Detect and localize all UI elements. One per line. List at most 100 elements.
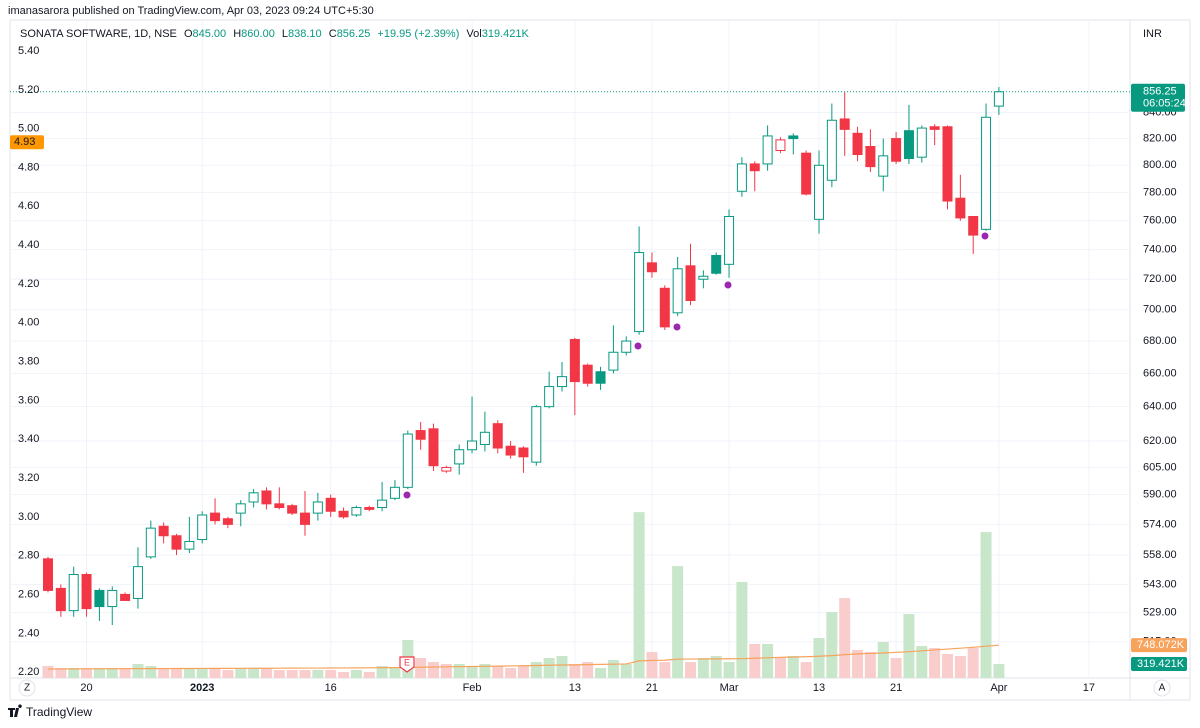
- volume-bar: [582, 662, 594, 678]
- candle-body: [698, 275, 709, 280]
- volume-bar: [363, 671, 375, 678]
- candle-body: [646, 262, 657, 273]
- volume-bar: [299, 670, 311, 678]
- x-tick-label: Mar: [720, 682, 739, 694]
- volume-bar: [453, 664, 465, 678]
- volume-bar: [505, 667, 517, 678]
- legend-key: C: [329, 28, 337, 40]
- auto-button[interactable]: [1153, 679, 1171, 697]
- candle-body: [788, 135, 799, 140]
- y2-tick-label: 3.80: [18, 356, 39, 368]
- volume-bar: [196, 667, 208, 678]
- volume-bar: [942, 654, 953, 678]
- candle-body: [659, 287, 670, 328]
- candle-body: [775, 139, 786, 152]
- y-tick-label: 800.00: [1143, 159, 1177, 171]
- volume-bar: [967, 648, 979, 678]
- y2-tick-label: 5.20: [18, 84, 39, 96]
- x-tick-label: 21: [890, 682, 902, 694]
- scale-button[interactable]: [18, 679, 36, 697]
- x-tick-label: 13: [813, 682, 825, 694]
- y2-tick-label: 4.20: [18, 278, 39, 290]
- y-tick-label: 529.00: [1143, 607, 1177, 619]
- y2-marker-box: [10, 135, 44, 150]
- y2-tick-label: 2.80: [18, 550, 39, 562]
- y2-tick-label: 2.20: [18, 666, 39, 678]
- earnings-marker[interactable]: E: [399, 656, 415, 673]
- signal-dots: [403, 232, 989, 499]
- volume-bar: [55, 667, 67, 678]
- volume-label: 748.072K: [1137, 639, 1185, 651]
- candle-body: [325, 497, 336, 512]
- scale-button-label[interactable]: Z: [24, 683, 30, 694]
- chart-frame: [9, 19, 1191, 701]
- volume-bar: [68, 667, 80, 678]
- volume-bar: [826, 612, 838, 678]
- candle-body: [518, 447, 529, 458]
- candle-body: [826, 119, 837, 181]
- candle-body: [377, 499, 388, 509]
- candle-body: [171, 535, 182, 550]
- legend-value: 319.421K: [482, 28, 530, 40]
- candle-body: [968, 216, 979, 236]
- volume-bar: [929, 648, 941, 678]
- volume-bar: [543, 657, 555, 678]
- y-tick-label: 605.00: [1143, 461, 1177, 473]
- y-tick-label: 660.00: [1143, 367, 1177, 379]
- volume-bar: [440, 664, 452, 678]
- candle-body: [544, 386, 555, 408]
- volume-bar: [736, 582, 748, 678]
- volume-bar: [646, 652, 658, 678]
- volume-bar: [517, 666, 529, 678]
- volume-bar: [273, 670, 285, 678]
- candle-body: [993, 91, 1004, 107]
- candle-body: [312, 501, 323, 514]
- x-tick-label: 20: [80, 682, 92, 694]
- candle-body: [608, 351, 619, 371]
- candle-body: [338, 510, 349, 518]
- publish-header: imanasarora published on TradingView.com…: [8, 5, 374, 17]
- earnings-badge[interactable]: [399, 656, 415, 673]
- volume-bar: [954, 656, 966, 678]
- y2-tick-label: 4.40: [18, 239, 39, 251]
- auto-button-label[interactable]: A: [1159, 683, 1166, 694]
- volume-bar: [222, 670, 234, 678]
- volume-bar: [659, 662, 671, 678]
- candle-body: [120, 593, 131, 601]
- candle-body: [261, 490, 272, 505]
- volume-bar: [325, 670, 337, 678]
- currency: INR: [1143, 28, 1162, 40]
- x-tick-label: 21: [646, 682, 658, 694]
- candle-body: [557, 376, 567, 388]
- candle-body: [389, 486, 400, 499]
- earnings-label[interactable]: E: [404, 657, 410, 667]
- volume-bar: [492, 666, 504, 678]
- volume-bar: [556, 656, 568, 678]
- volume-bar: [839, 598, 851, 678]
- volume-bar: [145, 666, 157, 678]
- candle-body: [68, 574, 79, 612]
- volume-bar: [607, 660, 619, 678]
- volume-bar: [376, 666, 388, 678]
- y-tick-label: 720.00: [1143, 273, 1177, 285]
- volume-bar: [93, 667, 105, 678]
- candle-body: [81, 574, 92, 610]
- candle-body: [222, 518, 233, 525]
- candle-body: [415, 430, 426, 440]
- volume-bar: [903, 614, 915, 678]
- y-tick-label: 620.00: [1143, 435, 1177, 447]
- brand-logo: [8, 704, 22, 717]
- volume-bar: [697, 657, 709, 678]
- signal-dot: [981, 232, 989, 240]
- candle-body: [852, 132, 863, 156]
- y2-tick-label: 3.40: [18, 433, 39, 445]
- legend-symbol: SONATA SOFTWARE, 1D, NSE: [20, 28, 177, 40]
- y2-tick-label: 4.00: [18, 317, 39, 329]
- volume-label-box: [1131, 638, 1187, 653]
- candle-body: [531, 406, 542, 463]
- candle-body: [197, 514, 208, 541]
- candle-body: [402, 433, 413, 488]
- y-tick-label: 740.00: [1143, 244, 1177, 256]
- volume-bar: [620, 664, 632, 678]
- volume-bar: [762, 644, 774, 678]
